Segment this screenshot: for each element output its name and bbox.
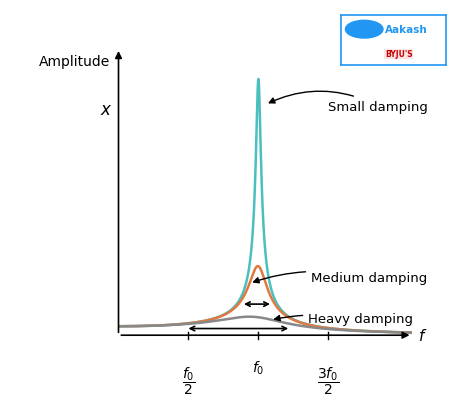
Text: Heavy damping: Heavy damping [274,312,413,326]
Text: $f_0$: $f_0$ [252,358,264,375]
Text: A: A [360,25,368,35]
Text: Amplitude: Amplitude [39,55,110,69]
Text: $\dfrac{f_0}{2}$: $\dfrac{f_0}{2}$ [182,364,195,396]
Text: BYJU'S: BYJU'S [385,50,412,59]
Text: Aakash: Aakash [384,25,427,35]
Text: Medium damping: Medium damping [254,272,428,285]
Text: $x$: $x$ [100,101,113,119]
Circle shape [346,21,383,39]
Text: Small damping: Small damping [269,92,428,113]
Text: $\dfrac{3f_0}{2}$: $\dfrac{3f_0}{2}$ [317,364,339,396]
Text: $f$: $f$ [418,327,427,344]
